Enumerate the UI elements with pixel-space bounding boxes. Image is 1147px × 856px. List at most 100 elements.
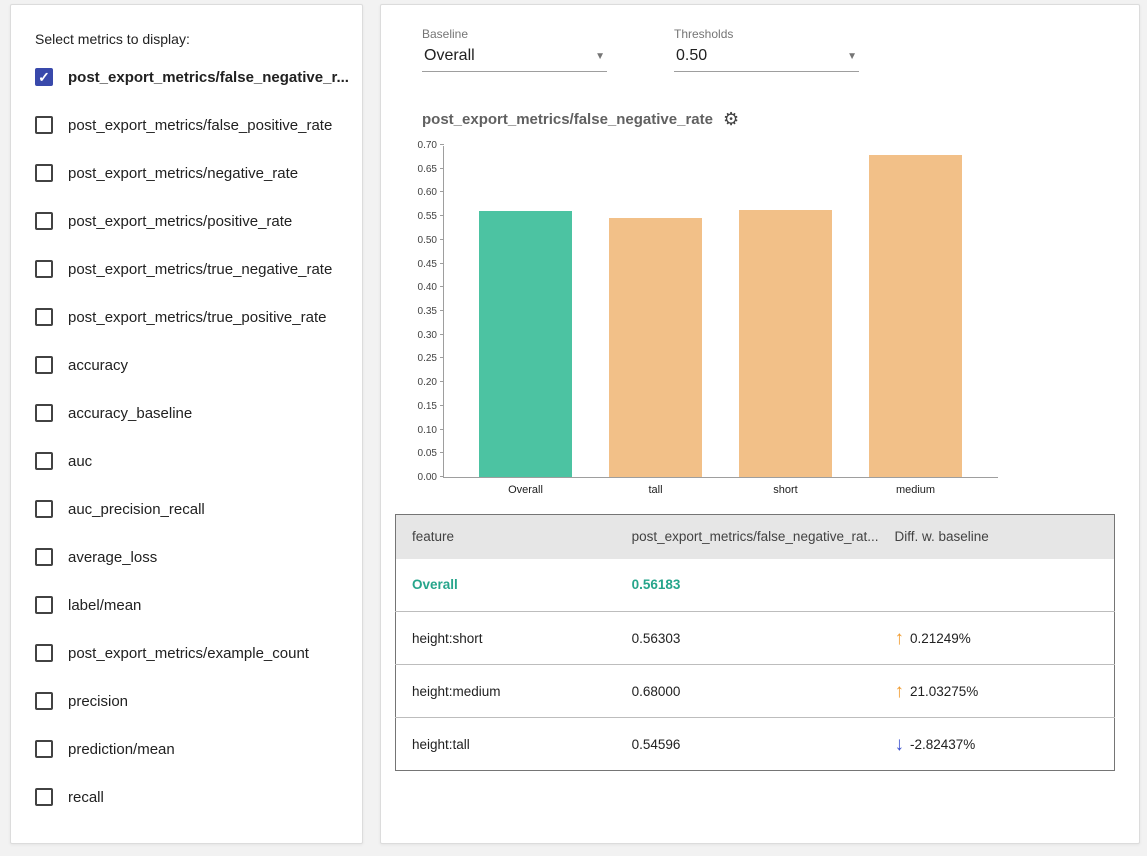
metric-list-item[interactable]: ✓ post_export_metrics/false_positive_rat… (35, 101, 340, 149)
baseline-select[interactable]: Overall ▼ (422, 45, 607, 72)
value-cell: 0.68000 (616, 665, 879, 718)
x-tick-label: medium (869, 484, 962, 496)
metrics-panel: Select metrics to display: ✓ post_export… (10, 4, 363, 844)
table-row: height:tall 0.54596 ↓ -2.82437% (396, 718, 1115, 771)
metric-list-item[interactable]: ✓ post_export_metrics/true_positive_rate (35, 293, 340, 341)
metric-list-item[interactable]: ✓ auc_precision_recall (35, 485, 340, 533)
bar-overall[interactable] (479, 211, 572, 477)
controls-row: Baseline Overall ▼ Thresholds 0.50 ▼ (395, 27, 1115, 72)
feature-cell: Overall (396, 559, 616, 612)
metric-list-item[interactable]: ✓ accuracy_baseline (35, 389, 340, 437)
metric-checkbox[interactable]: ✓ (35, 404, 53, 422)
metric-list-item[interactable]: ✓ auc (35, 437, 340, 485)
metric-list-item[interactable]: ✓ recall (35, 773, 340, 821)
metric-checkbox[interactable]: ✓ (35, 68, 53, 86)
y-tick-mark (440, 286, 444, 287)
diff-arrow-icon: ↑ (895, 682, 905, 701)
metric-checkbox[interactable]: ✓ (35, 164, 53, 182)
metric-checkbox[interactable]: ✓ (35, 740, 53, 758)
y-axis: 0.000.050.100.150.200.250.300.350.400.45… (397, 146, 443, 478)
y-tick-mark (440, 215, 444, 216)
bar-medium[interactable] (869, 155, 962, 478)
results-panel: Baseline Overall ▼ Thresholds 0.50 ▼ pos… (380, 4, 1140, 844)
y-tick-label: 0.35 (418, 306, 437, 317)
y-tick-label: 0.10 (418, 425, 437, 436)
header-metric-value: post_export_metrics/false_negative_rat..… (616, 515, 879, 559)
metric-list-item[interactable]: ✓ average_loss (35, 533, 340, 581)
value-cell: 0.56303 (616, 612, 879, 665)
metric-label: post_export_metrics/negative_rate (68, 165, 298, 182)
y-tick-mark (440, 263, 444, 264)
metric-checkbox[interactable]: ✓ (35, 596, 53, 614)
y-tick-label: 0.55 (418, 211, 437, 222)
y-tick-label: 0.00 (418, 472, 437, 483)
y-tick-mark (440, 239, 444, 240)
metric-list-item[interactable]: ✓ precision (35, 677, 340, 725)
metric-label: recall (68, 789, 104, 806)
metric-checkbox[interactable]: ✓ (35, 500, 53, 518)
thresholds-label: Thresholds (674, 27, 859, 41)
metric-checkbox[interactable]: ✓ (35, 260, 53, 278)
metrics-table: feature post_export_metrics/false_negati… (395, 514, 1115, 771)
header-feature: feature (396, 515, 616, 559)
value-cell: 0.54596 (616, 718, 879, 771)
metric-list-item[interactable]: ✓ post_export_metrics/false_negative_r..… (35, 53, 340, 101)
metric-list-item[interactable]: ✓ prediction/mean (35, 725, 340, 773)
baseline-control: Baseline Overall ▼ (422, 27, 607, 72)
x-tick-label: Overall (479, 484, 572, 496)
y-tick-label: 0.25 (418, 353, 437, 364)
diff-cell: ↑ 0.21249% (879, 612, 1115, 665)
caret-down-icon: ▼ (847, 51, 857, 62)
y-tick-mark (440, 144, 444, 145)
y-tick-mark (440, 429, 444, 430)
metric-checkbox[interactable]: ✓ (35, 548, 53, 566)
diff-text: -2.82437% (910, 737, 975, 752)
y-tick-label: 0.70 (418, 140, 437, 151)
metric-checkbox[interactable]: ✓ (35, 452, 53, 470)
metric-label: post_export_metrics/true_positive_rate (68, 309, 326, 326)
metric-list-item[interactable]: ✓ post_export_metrics/negative_rate (35, 149, 340, 197)
y-tick-label: 0.60 (418, 187, 437, 198)
metric-list-item[interactable]: ✓ post_export_metrics/example_count (35, 629, 340, 677)
bar-chart: 0.000.050.100.150.200.250.300.350.400.45… (397, 146, 1115, 506)
y-tick-mark (440, 381, 444, 382)
feature-cell: height:tall (396, 718, 616, 771)
diff-cell: ↑ 21.03275% (879, 665, 1115, 718)
x-tick-label: tall (609, 484, 702, 496)
metric-checkbox[interactable]: ✓ (35, 644, 53, 662)
metric-list-item[interactable]: ✓ label/mean (35, 581, 340, 629)
chart-title: post_export_metrics/false_negative_rate (422, 111, 713, 128)
settings-gear-icon[interactable]: ⚙ (723, 110, 739, 128)
metric-checkbox[interactable]: ✓ (35, 692, 53, 710)
metrics-panel-title: Select metrics to display: (35, 31, 340, 47)
y-tick-mark (440, 405, 444, 406)
metric-list-item[interactable]: ✓ accuracy (35, 341, 340, 389)
metric-label: post_export_metrics/true_negative_rate (68, 261, 332, 278)
metric-label: post_export_metrics/false_negative_r... (68, 69, 349, 86)
metric-list-item[interactable]: ✓ post_export_metrics/true_negative_rate (35, 245, 340, 293)
y-tick-mark (440, 476, 444, 477)
metric-label: auc_precision_recall (68, 501, 205, 518)
metric-label: precision (68, 693, 128, 710)
metric-list-item[interactable]: ✓ post_export_metrics/positive_rate (35, 197, 340, 245)
y-tick-mark (440, 357, 444, 358)
metric-label: average_loss (68, 549, 157, 566)
metric-label: label/mean (68, 597, 141, 614)
metric-checkbox[interactable]: ✓ (35, 788, 53, 806)
bar-short[interactable] (739, 210, 832, 477)
table-header-row: feature post_export_metrics/false_negati… (396, 515, 1115, 559)
metric-checkbox[interactable]: ✓ (35, 116, 53, 134)
table-body: Overall 0.56183 height:short 0.56303 ↑ 0… (396, 559, 1115, 771)
metric-checkbox[interactable]: ✓ (35, 308, 53, 326)
chart-header: post_export_metrics/false_negative_rate … (422, 110, 1115, 128)
baseline-select-value: Overall (424, 47, 475, 65)
metric-checkbox[interactable]: ✓ (35, 356, 53, 374)
metric-checkbox[interactable]: ✓ (35, 212, 53, 230)
thresholds-select[interactable]: 0.50 ▼ (674, 45, 859, 72)
diff-text: 21.03275% (910, 684, 978, 699)
diff-arrow-icon: ↓ (895, 735, 905, 754)
x-tick-label: short (739, 484, 832, 496)
y-tick-mark (440, 168, 444, 169)
table-row: Overall 0.56183 (396, 559, 1115, 612)
bar-tall[interactable] (609, 218, 702, 477)
